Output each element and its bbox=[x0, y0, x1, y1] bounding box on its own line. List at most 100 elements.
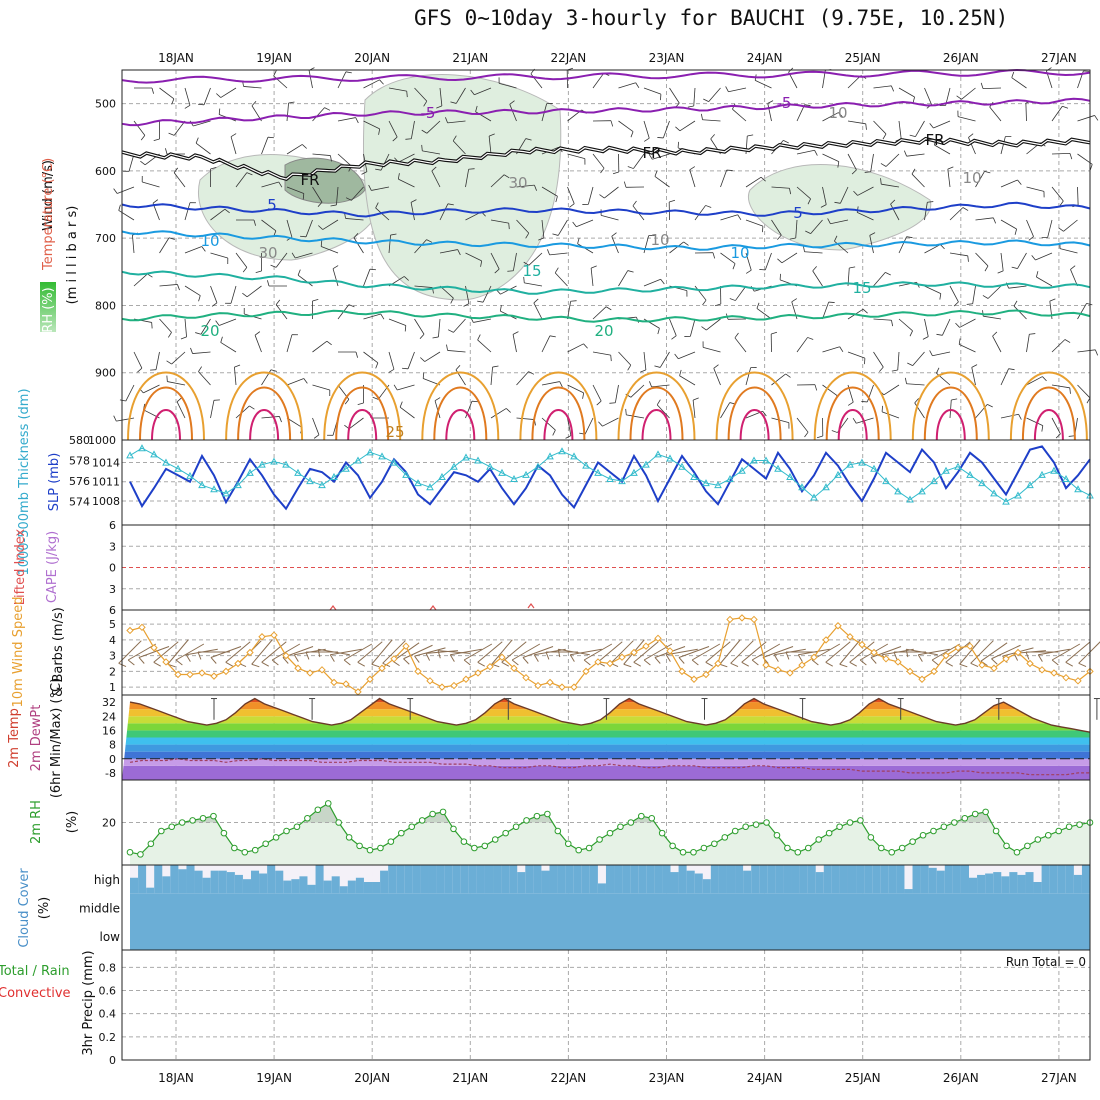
wind-barb bbox=[567, 301, 572, 320]
wind-barb bbox=[906, 153, 925, 157]
cloud-high-bar bbox=[234, 874, 244, 894]
cloud-high-bar bbox=[363, 882, 373, 894]
isotherm--5 bbox=[121, 97, 1091, 127]
thickness-point bbox=[654, 450, 662, 458]
wind-barb bbox=[987, 285, 1002, 299]
cloud-high-bar bbox=[670, 872, 679, 894]
wind10m-point bbox=[210, 672, 218, 680]
thickness-point bbox=[378, 452, 386, 460]
wind10m-point bbox=[174, 670, 182, 679]
wind-barb bbox=[633, 153, 645, 169]
wind-barb bbox=[1008, 285, 1027, 289]
bl-isotherm bbox=[433, 386, 488, 441]
cloud-high-bar bbox=[307, 884, 316, 894]
bl-isotherm bbox=[139, 386, 193, 441]
wind-barb-flag bbox=[914, 398, 919, 404]
rh-point bbox=[878, 844, 885, 852]
wind-barb bbox=[971, 367, 976, 386]
rh-point bbox=[544, 810, 551, 818]
rh-point bbox=[731, 827, 739, 835]
wind10m-point bbox=[450, 681, 458, 690]
wind-barb-flag bbox=[450, 297, 454, 304]
wind-barb-flag bbox=[839, 346, 844, 353]
wind-barb bbox=[592, 153, 605, 169]
rh-point bbox=[356, 842, 363, 850]
cloud-high-bar bbox=[823, 865, 833, 894]
wind-barb-flag bbox=[253, 219, 256, 226]
wind-barb bbox=[234, 367, 237, 386]
wind-barb bbox=[975, 252, 989, 267]
wind10m-point bbox=[246, 648, 254, 657]
wind-barb bbox=[898, 236, 907, 254]
thickness-point bbox=[174, 464, 182, 472]
dewpt-line bbox=[129, 758, 1090, 776]
wind10m-barb-flag bbox=[138, 657, 145, 664]
wind-barb bbox=[453, 318, 466, 333]
wind10m-point bbox=[666, 647, 674, 655]
cloud-high-bar bbox=[525, 865, 534, 894]
wind-barb bbox=[173, 172, 186, 188]
wind10m-barb bbox=[705, 641, 731, 663]
date-label-bottom-25JAN: 25JAN bbox=[845, 1071, 881, 1085]
cloud-high-bar bbox=[444, 865, 453, 894]
temp-stripe-4 bbox=[122, 737, 1090, 745]
ytick-temp-16: 16 bbox=[102, 724, 116, 737]
wind-barb-flag bbox=[468, 168, 475, 170]
thickness-point bbox=[978, 479, 986, 487]
wind10m-barb-flag bbox=[959, 663, 968, 668]
wind-barb bbox=[184, 246, 202, 254]
wind-barb bbox=[371, 186, 390, 191]
thickness-point bbox=[606, 474, 614, 483]
wind-barb bbox=[567, 384, 584, 394]
rh-point bbox=[418, 817, 426, 824]
wind-barb-flag bbox=[368, 184, 372, 191]
wind-barb bbox=[541, 186, 558, 197]
rh-point bbox=[679, 848, 687, 856]
wind-barb-flag bbox=[344, 399, 350, 405]
wind10m-point bbox=[618, 653, 626, 661]
wind-barb-flag bbox=[904, 377, 907, 384]
date-label-top-23JAN: 23JAN bbox=[649, 51, 685, 65]
wind10m-barb-flag bbox=[773, 654, 779, 662]
wind-barb bbox=[590, 268, 594, 287]
bl-isotherm bbox=[445, 409, 476, 441]
rh-point bbox=[210, 812, 217, 820]
wind-barb-flag bbox=[525, 138, 532, 141]
wind-barb bbox=[702, 119, 721, 122]
cloud-high-gap bbox=[307, 865, 316, 894]
wind-barb bbox=[856, 417, 874, 424]
cloud-high-bar bbox=[146, 887, 155, 894]
panel-frame-precip bbox=[121, 949, 1091, 1061]
wind10m-point bbox=[438, 683, 446, 691]
wind-barb-flag bbox=[703, 98, 709, 102]
wind-barb bbox=[898, 120, 902, 139]
wind-barb-flag bbox=[215, 320, 220, 326]
rh-point bbox=[909, 838, 916, 845]
bl-isotherm bbox=[237, 386, 292, 441]
cloud-high-bar bbox=[138, 865, 147, 894]
wind10m-barb-flag bbox=[225, 661, 233, 667]
wind-barb bbox=[159, 318, 172, 333]
wind-barb bbox=[983, 315, 1002, 320]
bl-isotherm bbox=[813, 371, 892, 441]
thickness-point bbox=[570, 452, 578, 460]
wind-barb bbox=[959, 318, 976, 328]
wind10m-point bbox=[1002, 655, 1010, 663]
wind-barb bbox=[822, 153, 839, 162]
rh-point bbox=[804, 844, 812, 852]
wind-barb bbox=[286, 378, 304, 386]
bl-isotherm bbox=[1021, 386, 1076, 441]
wind-barb-flag bbox=[625, 408, 627, 415]
thickness-point bbox=[210, 485, 218, 493]
wind-barb-flag bbox=[302, 193, 305, 200]
wind-barb bbox=[118, 210, 135, 221]
wind-barb bbox=[414, 87, 428, 102]
wind-barb bbox=[975, 217, 994, 221]
wind10m-barb bbox=[127, 643, 157, 661]
wind-barb bbox=[592, 306, 607, 320]
wind10m-barb bbox=[558, 648, 590, 656]
cloud-high-bar bbox=[130, 877, 139, 894]
wind-barb bbox=[286, 417, 303, 428]
wind-barb bbox=[643, 278, 661, 287]
thickness-point bbox=[750, 456, 758, 464]
